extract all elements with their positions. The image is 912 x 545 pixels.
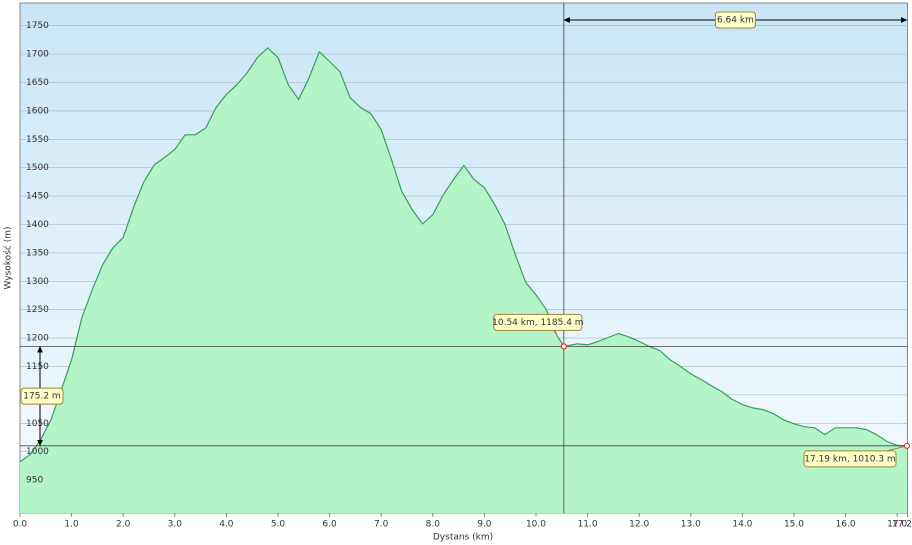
y-tick-label: 950: [26, 476, 43, 486]
x-tick-label: 0.0: [13, 520, 28, 530]
y-tick-label: 1400: [26, 220, 49, 230]
x-tick-label: 7.0: [374, 520, 389, 530]
x-tick-label: 17.2: [892, 520, 912, 530]
x-tick-label: 2.0: [116, 520, 131, 530]
point-marker: [903, 442, 911, 449]
point-label-pointer: [553, 330, 565, 347]
y-tick-label: 1200: [26, 334, 49, 344]
y-axis-label: Wysokość (m): [3, 227, 14, 290]
height-label-box: [20, 387, 64, 405]
y-tick-label: 1050: [26, 419, 49, 429]
point-label-box: [803, 450, 897, 468]
y-tick-label: 1000: [26, 447, 49, 457]
x-tick-label: 9.0: [477, 520, 492, 530]
elevation-area: [20, 47, 907, 514]
y-tick-label: 1750: [26, 21, 49, 31]
point-label: 17.19 km, 1010.3 m: [804, 454, 895, 464]
y-tick-label: 1650: [26, 78, 49, 88]
x-tick-label: 11.0: [578, 520, 598, 530]
point-label-box: [493, 313, 583, 331]
elevation-line: [19, 47, 908, 463]
x-axis-label: Dystans (km): [433, 533, 493, 543]
distance-label-box: [714, 11, 756, 29]
y-tick-label: 1600: [26, 106, 49, 116]
x-tick-label: 5.0: [271, 520, 286, 530]
x-tick-label: 16.0: [836, 520, 856, 530]
x-tick-label: 4.0: [219, 520, 234, 530]
x-tick-label: 8.0: [426, 520, 441, 530]
y-tick-label: 1150: [26, 362, 49, 372]
x-tick-label: 6.0: [322, 520, 337, 530]
x-tick-label: 13.0: [681, 520, 701, 530]
x-tick-label: 17.0: [887, 520, 907, 530]
x-tick-label: 3.0: [168, 520, 183, 530]
y-tick-label: 1250: [26, 305, 49, 315]
x-tick-label: 10.0: [526, 520, 546, 530]
y-tick-label: 1350: [26, 248, 49, 258]
y-tick-label: 1500: [26, 163, 49, 173]
point-label: 10.54 km, 1185.4 m: [492, 318, 583, 328]
y-tick-label: 1450: [26, 192, 49, 202]
x-tick-label: 1.0: [64, 520, 79, 530]
point-marker: [560, 343, 567, 350]
x-tick-label: 14.0: [732, 520, 752, 530]
distance-label: 6.64 km: [717, 16, 754, 26]
x-tick-label: 15.0: [784, 520, 804, 530]
y-tick-label: 1300: [26, 277, 49, 287]
height-label: 175.2 m: [23, 392, 60, 402]
y-tick-label: 1700: [26, 50, 49, 60]
y-tick-label: 1550: [26, 135, 49, 145]
x-tick-label: 12.0: [629, 520, 649, 530]
point-label-pointer: [886, 445, 908, 452]
